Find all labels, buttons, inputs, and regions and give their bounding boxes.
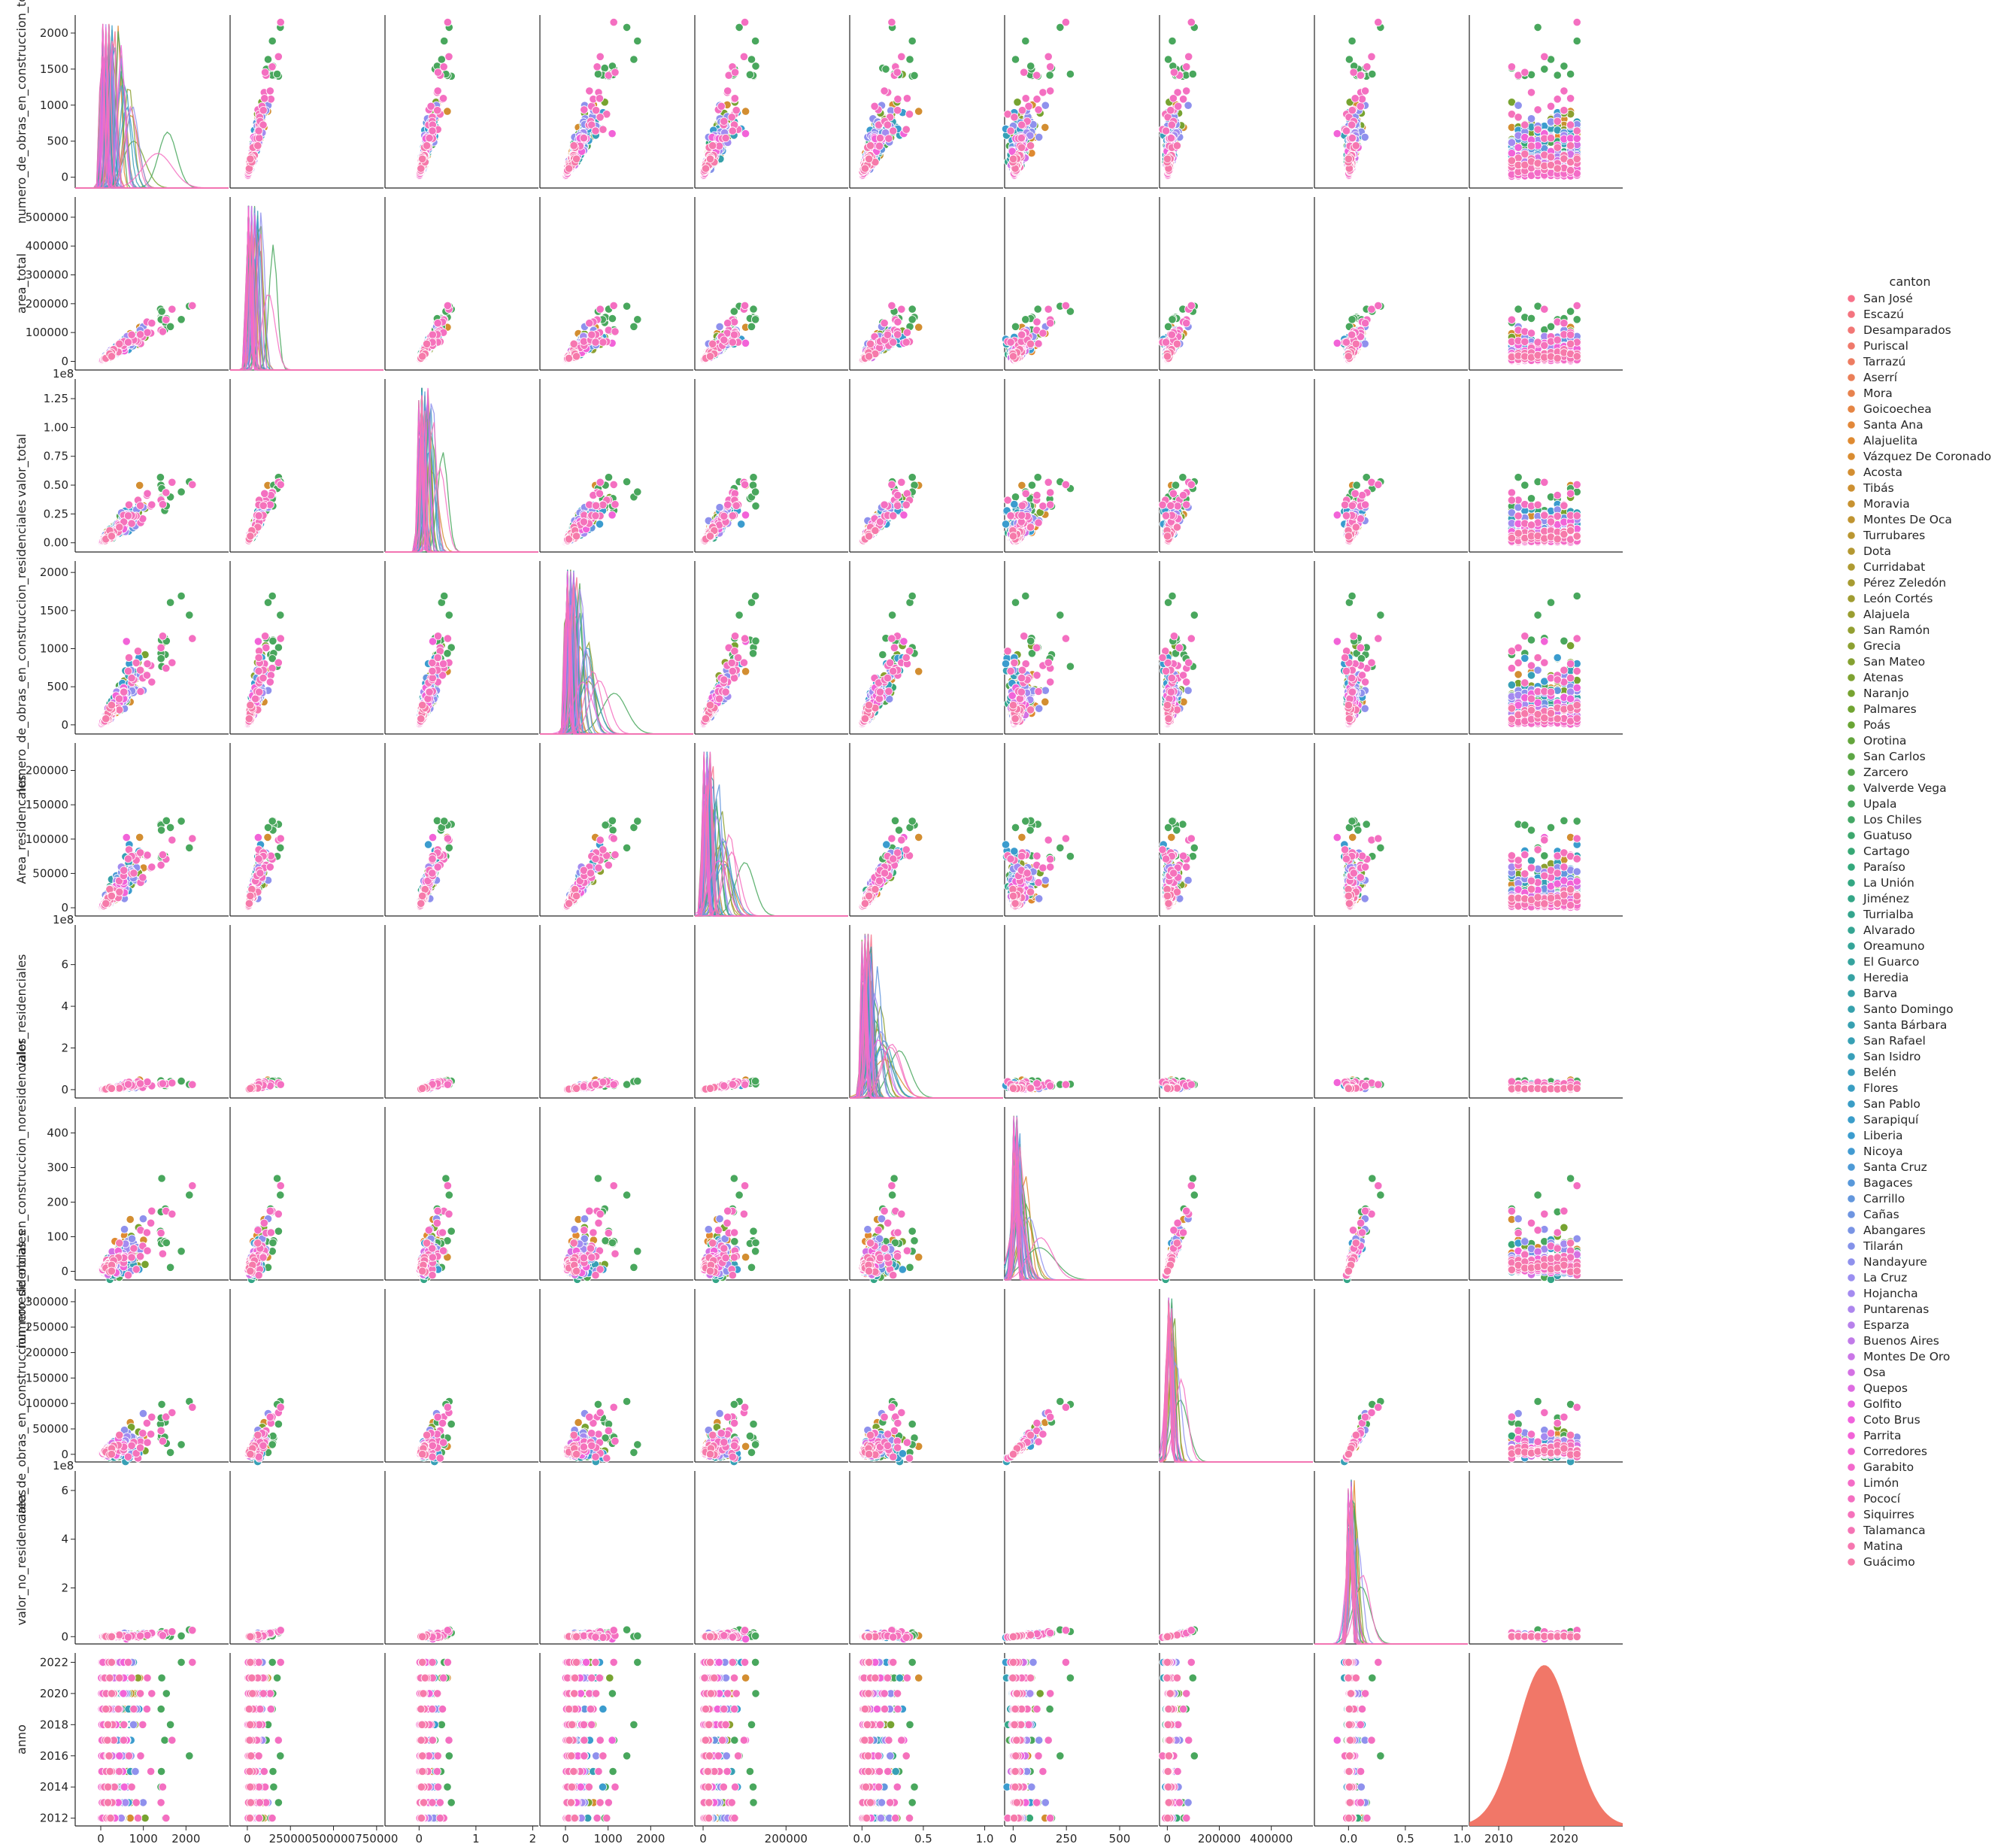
point-Siquirres [256,134,263,141]
y-tick-label: 500 [47,135,68,148]
kde-Limón [75,24,229,188]
point-Pococí [277,18,284,26]
point-Guácimo [247,155,254,162]
panel-0-1 [230,15,383,188]
pairplot-grid: 0 500 1000 1500 2000 numero_de_obras_en_const… [14,0,1623,1847]
point-Siquirres [255,127,262,135]
panel-0-0: 0 500 1000 1500 2000 numero_de_obras_en_const… [14,0,229,223]
y-tick-label: 1000 [40,99,68,112]
point-Upala [268,37,276,44]
y-tick-label: 1500 [40,62,68,76]
point-Pococí [261,95,268,102]
y-tick-label: 0 [61,171,68,184]
point-Matina [254,142,262,150]
point-Pococí [266,87,274,95]
y-axis-label: numero_de_obras_en_construccion_total [14,0,29,223]
point-Pococí [261,68,268,76]
y-tick-label: 2000 [40,26,68,40]
point-Upala [264,56,271,63]
point-Siquirres [259,107,267,114]
panel-0-2 [385,15,538,188]
point-Upala [273,70,280,77]
point-Pococí [268,63,276,71]
point-Pococí [274,53,282,60]
